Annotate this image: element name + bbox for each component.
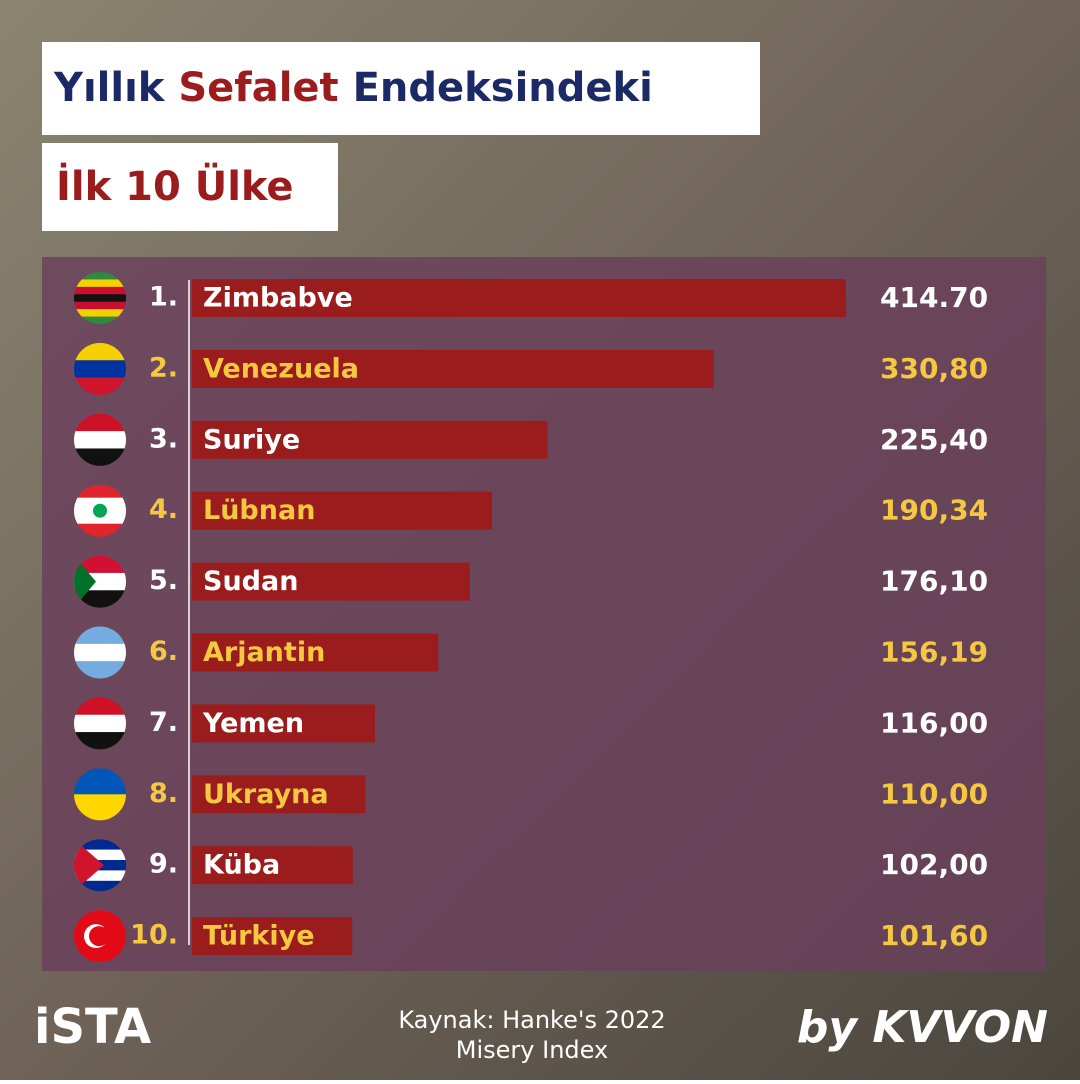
flag [74, 342, 126, 395]
bar [192, 562, 470, 601]
flag [74, 413, 126, 466]
flag-triangle [74, 839, 104, 892]
category-label: Zimbabve [203, 283, 353, 314]
category-label: Ukrayna [203, 779, 329, 810]
flag-stripe [74, 661, 126, 679]
flag-stripe [74, 697, 126, 716]
flag-stripe [74, 839, 126, 851]
source: Misery Index [456, 1036, 608, 1064]
flag-triangle [74, 555, 96, 608]
rank: 1. [149, 282, 178, 313]
flag-stripe [74, 732, 126, 750]
bar [192, 917, 353, 956]
flag-stripe [74, 849, 126, 861]
flag-stripe [74, 880, 126, 892]
rank: 5. [149, 565, 178, 596]
value-label: 116,00 [880, 706, 988, 739]
rank: 6. [149, 636, 178, 667]
rank: 10. [130, 920, 178, 951]
rank: 4. [149, 494, 178, 525]
category-label: Sudan [203, 566, 298, 597]
category-label: Suriye [203, 424, 300, 455]
rank: 9. [149, 849, 178, 880]
bar [192, 846, 353, 885]
flag-moon [89, 926, 109, 947]
flag [74, 910, 126, 963]
flag-stripe [74, 643, 126, 662]
category-label: Türkiye [203, 921, 315, 952]
rank: 8. [149, 778, 178, 809]
bar [192, 775, 366, 814]
flag [74, 555, 126, 608]
title-box [42, 42, 760, 135]
flag-stripe [74, 279, 126, 288]
source: Kaynak: Hanke's 2022 [398, 1006, 665, 1034]
flag-stripe [74, 431, 126, 449]
bar [192, 279, 846, 317]
title: Yıllık Sefalet Endeksindeki [53, 65, 653, 111]
rank: 2. [149, 352, 178, 383]
flag-stripe [74, 360, 126, 379]
flag [74, 697, 126, 750]
flag-stripe [74, 316, 126, 324]
flag-cedar [93, 503, 107, 518]
flag-stripe [74, 555, 126, 574]
flag-stripe [74, 286, 126, 295]
value-label: 176,10 [880, 565, 988, 598]
rank: 7. [149, 707, 178, 738]
flag-stripe [74, 377, 126, 395]
subtitle-box [42, 143, 338, 231]
bar [192, 491, 493, 530]
value-label: 225,40 [880, 423, 988, 456]
logo: by KVVON [797, 1002, 1048, 1053]
flag-stripe [74, 626, 126, 645]
category-label: Küba [203, 850, 280, 881]
category-label: Venezuela [203, 353, 359, 384]
bar [192, 704, 375, 743]
flag-stripe [74, 301, 126, 310]
value-label: 190,34 [880, 494, 988, 527]
value-label: 102,00 [880, 848, 988, 881]
value-label: 414.70 [880, 281, 988, 314]
bar [192, 420, 548, 459]
subtitle: İlk 10 Ülke [56, 162, 294, 210]
flag-stripe [74, 413, 126, 432]
flag-stripe [74, 448, 126, 466]
flag-stripe [74, 272, 126, 280]
flag-stripe [74, 714, 126, 733]
flag [74, 839, 126, 892]
flag-stripe [74, 590, 126, 608]
value-label: 330,80 [880, 352, 988, 385]
value-label: 110,00 [880, 777, 988, 810]
title-part: Endeksindeki [353, 65, 653, 111]
title-part: Sefalet [178, 65, 338, 111]
flag-stripe [74, 870, 126, 882]
bar [192, 349, 714, 388]
flag [74, 626, 126, 679]
flag-stripe [74, 309, 126, 318]
category-label: Lübnan [203, 495, 315, 526]
logo: iSTA [34, 999, 151, 1055]
title-part: Yıllık [53, 65, 166, 111]
rank: 3. [149, 423, 178, 454]
flag-stripe [74, 342, 126, 361]
bar [192, 633, 439, 672]
category-label: Arjantin [203, 637, 325, 668]
flag [74, 272, 126, 324]
category-label: Yemen [202, 708, 304, 739]
value-label: 156,19 [880, 636, 988, 669]
value-label: 101,60 [880, 919, 988, 952]
flag-stripe [74, 294, 126, 303]
